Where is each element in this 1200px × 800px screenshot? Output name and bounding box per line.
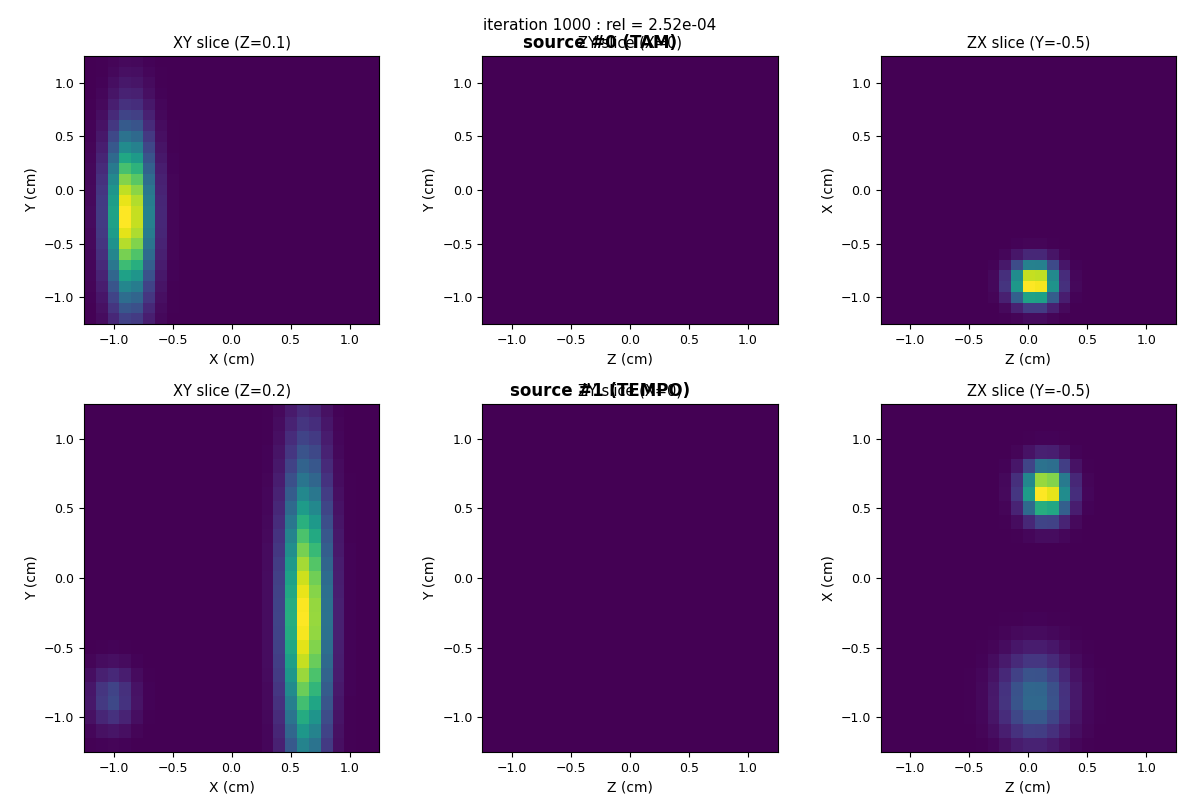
Text: source #0 (TAM): source #0 (TAM) <box>523 34 677 52</box>
Title: XY slice (Z=0.1): XY slice (Z=0.1) <box>173 36 290 50</box>
X-axis label: Z (cm): Z (cm) <box>1006 780 1051 794</box>
Y-axis label: Y (cm): Y (cm) <box>24 168 38 212</box>
X-axis label: Z (cm): Z (cm) <box>607 780 653 794</box>
Text: source #1 (TEMPO): source #1 (TEMPO) <box>510 382 690 400</box>
Title: ZY slice (X=0): ZY slice (X=0) <box>578 384 682 398</box>
Text: iteration 1000 : rel = 2.52e-04: iteration 1000 : rel = 2.52e-04 <box>484 18 716 33</box>
Y-axis label: Y (cm): Y (cm) <box>422 556 437 600</box>
X-axis label: Z (cm): Z (cm) <box>607 352 653 366</box>
Y-axis label: Y (cm): Y (cm) <box>422 168 437 212</box>
Title: ZX slice (Y=-0.5): ZX slice (Y=-0.5) <box>967 384 1090 398</box>
X-axis label: Z (cm): Z (cm) <box>1006 352 1051 366</box>
X-axis label: X (cm): X (cm) <box>209 352 254 366</box>
X-axis label: X (cm): X (cm) <box>209 780 254 794</box>
Y-axis label: Y (cm): Y (cm) <box>24 556 38 600</box>
Y-axis label: X (cm): X (cm) <box>821 555 835 601</box>
Title: XY slice (Z=0.2): XY slice (Z=0.2) <box>173 384 290 398</box>
Title: ZX slice (Y=-0.5): ZX slice (Y=-0.5) <box>967 36 1090 50</box>
Y-axis label: X (cm): X (cm) <box>821 167 835 213</box>
Title: ZY slice (X=0): ZY slice (X=0) <box>578 36 682 50</box>
